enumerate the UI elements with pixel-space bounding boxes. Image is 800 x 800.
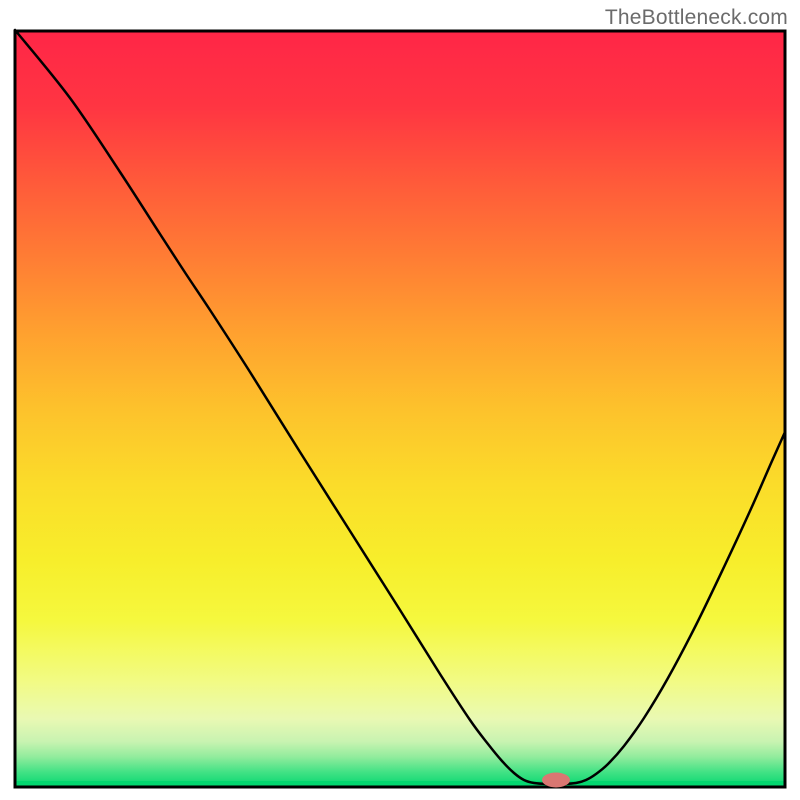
bottleneck-curve-chart [0,0,800,800]
optimal-point-marker [542,773,570,788]
page-root: TheBottleneck.com [0,0,800,800]
watermark-text: TheBottleneck.com [605,6,788,30]
